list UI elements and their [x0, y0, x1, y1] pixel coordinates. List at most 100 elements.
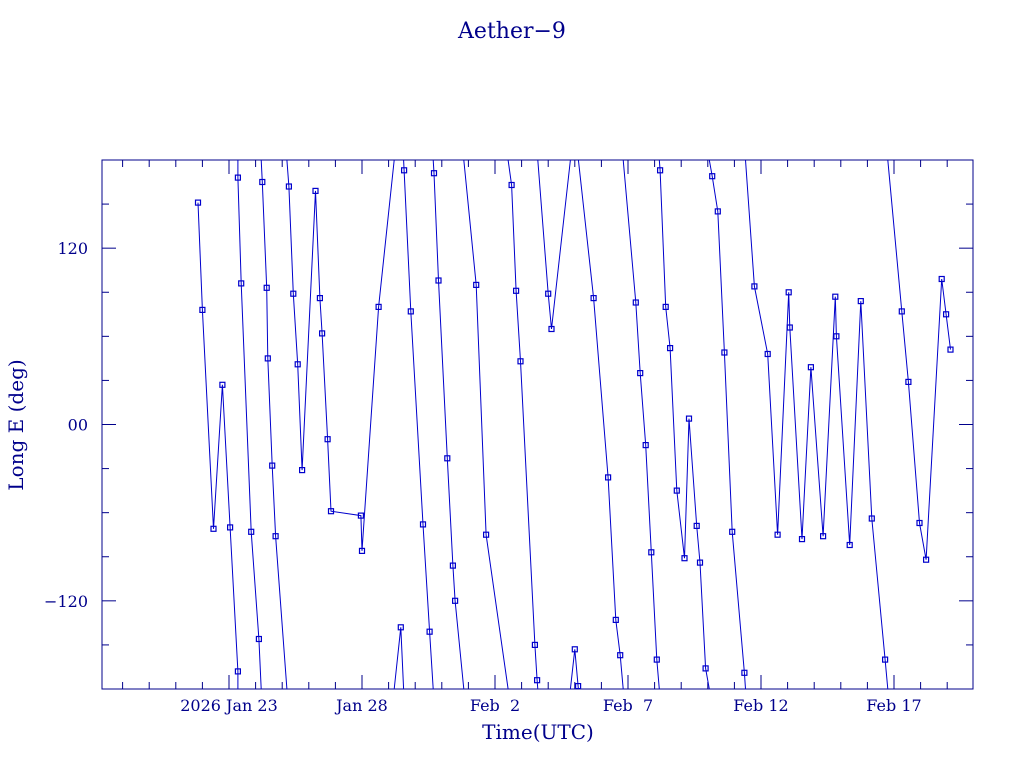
data-point: [709, 173, 716, 180]
y-axis-label: Long E (deg): [4, 359, 28, 490]
data-point: [255, 635, 262, 643]
series-line: [708, 160, 746, 689]
y-tick-label: 120: [57, 239, 88, 258]
data-point: [407, 308, 414, 315]
data-point: [947, 346, 954, 353]
series-line: [463, 160, 509, 689]
data-point: [653, 656, 660, 663]
data-point: [531, 641, 539, 649]
data-point: [327, 508, 335, 515]
data-point: [375, 303, 382, 310]
data-point: [574, 682, 582, 689]
y-tick-label: −120: [44, 592, 88, 611]
data-point: [604, 474, 612, 481]
data-point: [219, 381, 226, 388]
series-line: [507, 160, 539, 689]
data-point: [449, 562, 456, 569]
data-point: [248, 528, 255, 535]
data-point: [473, 281, 480, 288]
data-point: [662, 303, 669, 310]
data-point: [819, 533, 827, 540]
axis-ticks: [102, 159, 973, 690]
data-point: [508, 181, 515, 189]
data-point: [807, 364, 815, 371]
data-point: [312, 187, 319, 194]
data-point: [617, 652, 624, 659]
series-line: [569, 649, 579, 689]
x-tick-label: Jan 28: [334, 696, 388, 715]
data-point: [290, 290, 297, 297]
data-point: [681, 555, 688, 562]
data-point: [833, 333, 840, 340]
data-point: [642, 442, 649, 449]
series-line: [537, 160, 571, 330]
series-line: [403, 160, 434, 689]
data-point: [545, 290, 552, 297]
series-line: [658, 160, 710, 689]
data-point: [751, 283, 758, 290]
data-point: [512, 287, 520, 294]
x-axis-label: Time(UTC): [482, 720, 594, 744]
series-line: [286, 160, 395, 551]
data-point: [483, 531, 490, 538]
series-line: [577, 160, 624, 689]
data-point: [269, 462, 276, 469]
data-point: [673, 487, 680, 494]
data-point: [199, 306, 206, 313]
data-point: [714, 208, 721, 215]
data-point: [210, 525, 217, 532]
data-point: [764, 350, 771, 358]
data-point: [922, 556, 930, 563]
data-point: [857, 298, 864, 305]
series-line: [887, 160, 951, 560]
series-line: [237, 160, 262, 689]
x-tick-label: 2026 Jan 23: [180, 696, 278, 715]
data-point: [721, 349, 728, 356]
data-point: [868, 515, 875, 522]
data-point: [430, 170, 438, 177]
data-point: [324, 436, 331, 443]
data-point: [319, 330, 326, 337]
data-point: [194, 199, 202, 206]
data-point: [741, 669, 748, 676]
x-tick-label: Feb 12: [733, 696, 788, 715]
data-point: [316, 295, 323, 302]
data-point: [452, 597, 459, 604]
series-line: [432, 160, 465, 689]
chart-title: Aether−9: [457, 19, 566, 44]
data-point: [259, 178, 266, 186]
series-line: [393, 627, 405, 689]
data-point: [263, 284, 270, 291]
data-point: [666, 345, 674, 352]
x-tick-label: Feb 17: [866, 696, 921, 715]
series-line: [622, 160, 660, 689]
data-point: [612, 616, 619, 624]
data-point: [227, 524, 234, 531]
data-point: [846, 541, 853, 549]
y-tick-label: 00: [68, 416, 88, 435]
data-point: [832, 293, 839, 300]
data-point: [729, 528, 736, 535]
data-point: [693, 522, 700, 530]
data-point: [234, 668, 241, 675]
data-point: [517, 358, 524, 365]
series-group: [194, 160, 954, 689]
data-point: [238, 280, 245, 287]
data-point: [942, 311, 950, 318]
data-point: [426, 628, 433, 635]
data-point: [533, 677, 541, 684]
data-point: [648, 549, 655, 556]
data-point: [637, 370, 644, 377]
data-point: [357, 512, 364, 519]
data-point: [444, 455, 451, 462]
data-point: [685, 415, 693, 422]
data-point: [435, 277, 442, 284]
series-line: [260, 160, 288, 689]
data-point: [898, 308, 905, 315]
y-tick-labels: 120 00 −120: [44, 239, 88, 611]
data-point: [696, 559, 704, 566]
series-line: [197, 202, 239, 689]
data-point: [548, 325, 555, 333]
data-point: [632, 299, 639, 306]
